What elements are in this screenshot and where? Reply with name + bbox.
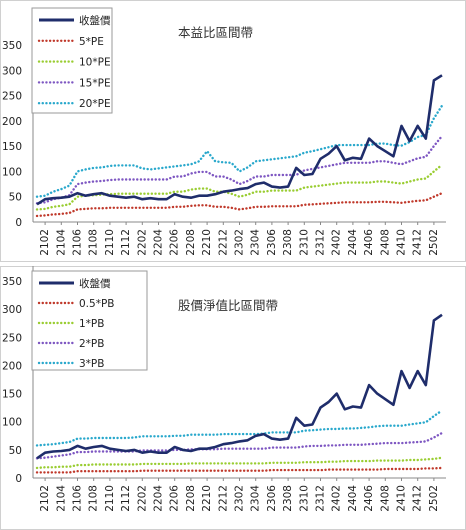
pe-x-tick-label: 2502 xyxy=(428,229,440,256)
pb-x-tick-label: 2302 xyxy=(234,485,246,512)
pb-x-tick-label: 2104 xyxy=(55,485,67,512)
pb-y-tick-label: 300 xyxy=(2,304,22,316)
pe-x-tick-label: 2304 xyxy=(250,229,262,256)
pe-x-tick-label: 2110 xyxy=(104,229,116,256)
pb-y-tick-label: 50 xyxy=(9,445,22,457)
pb-legend-label: 0.5*PB xyxy=(79,298,114,310)
pe-x-tick-label: 2402 xyxy=(331,229,343,256)
pb-series-line-2 xyxy=(35,456,444,470)
pe-x-tick-label: 2408 xyxy=(379,229,391,256)
pe-x-tick-label: 2206 xyxy=(169,229,181,256)
pe-x-tick-label: 2104 xyxy=(55,229,67,256)
pe-series-line-0 xyxy=(36,74,443,206)
pe-x-tick-label: 2404 xyxy=(347,229,359,256)
pb-x-tick-label: 2412 xyxy=(412,485,424,512)
pb-band-chart: 0 50 100 150 200 250 300 350 2102 2104 2106 2108 211… xyxy=(0,266,466,530)
pe-x-tick-label: 2106 xyxy=(72,229,84,256)
pe-x-tick-label: 2108 xyxy=(88,229,100,256)
pe-y-tick-label: 250 xyxy=(2,91,22,103)
pe-y-tick-label: 150 xyxy=(2,141,22,153)
pe-y-tick-label: 0 xyxy=(15,217,22,229)
pb-y-tick-label: 350 xyxy=(2,276,22,288)
pb-x-tick-label: 2308 xyxy=(282,485,294,512)
pb-y-tick-label: 250 xyxy=(2,332,22,344)
pe-chart-title: 本益比區間帶 xyxy=(178,25,253,40)
pb-x-tick-label: 2106 xyxy=(72,485,84,512)
pb-x-tick-label: 2402 xyxy=(331,485,343,512)
pb-y-tick-label: 200 xyxy=(2,360,22,372)
pe-y-tick-label: 50 xyxy=(9,192,22,204)
pe-legend-label: 10*PE xyxy=(79,57,111,69)
pb-x-tick-label: 2210 xyxy=(201,485,213,512)
pe-x-tick-label: 2410 xyxy=(396,229,408,256)
pe-x-tick-label: 2406 xyxy=(363,229,375,256)
pb-x-tick-label: 2112 xyxy=(120,485,132,512)
pb-x-tick-label: 2102 xyxy=(39,485,51,512)
pe-y-tick-label: 350 xyxy=(2,40,22,52)
pe-x-tick-label: 2112 xyxy=(120,229,132,256)
pb-y-tick-label: 150 xyxy=(2,389,22,401)
pb-x-tick-label: 2502 xyxy=(428,485,440,512)
pe-legend-label: 收盤價 xyxy=(79,14,111,27)
pe-legend-label: 5*PE xyxy=(79,36,104,48)
pb-x-tick-label: 2202 xyxy=(136,485,148,512)
pe-band-chart: 0 50 100 150 200 250 300 350 2102 2104 2106 2108 211… xyxy=(0,0,466,262)
pb-x-tick-label: 2406 xyxy=(363,485,375,512)
pb-x-tick-label: 2312 xyxy=(315,485,327,512)
pb-legend-label: 收盤價 xyxy=(79,277,111,290)
pe-legend-label: 15*PE xyxy=(79,77,111,89)
pb-y-tick-label: 100 xyxy=(2,417,22,429)
pb-series-line-1 xyxy=(35,466,444,474)
pb-x-tick-label: 2408 xyxy=(379,485,391,512)
pb-x-tick-label: 2410 xyxy=(396,485,408,512)
pe-x-tick-label: 2212 xyxy=(217,229,229,256)
pb-x-tick-label: 2404 xyxy=(347,485,359,512)
pe-x-tick-label: 2308 xyxy=(282,229,294,256)
pb-legend-label: 1*PB xyxy=(79,318,104,330)
pe-x-tick-label: 2208 xyxy=(185,229,197,256)
pb-y-tick-label: 0 xyxy=(15,473,22,485)
pe-series-line-3 xyxy=(35,134,444,205)
pb-x-tick-label: 2304 xyxy=(250,485,262,512)
pb-x-tick-label: 2110 xyxy=(104,485,116,512)
pe-y-tick-label: 200 xyxy=(2,116,22,128)
pe-x-tick-label: 2412 xyxy=(412,229,424,256)
pe-series-line-1 xyxy=(35,192,444,218)
pe-legend-label: 20*PE xyxy=(79,98,111,110)
pe-x-tick-label: 2202 xyxy=(136,229,148,256)
pb-chart-title: 股價淨值比區間帶 xyxy=(178,298,278,313)
pb-x-tick-label: 2204 xyxy=(153,485,165,512)
pb-x-tick-label: 2206 xyxy=(169,485,181,512)
pe-series-line-4 xyxy=(35,104,444,198)
pb-series-line-0 xyxy=(36,313,443,460)
pe-x-tick-label: 2302 xyxy=(234,229,246,256)
pe-x-tick-label: 2210 xyxy=(201,229,213,256)
pb-x-tick-label: 2212 xyxy=(217,485,229,512)
pb-series-line-3 xyxy=(35,431,444,460)
pe-x-tick-label: 2312 xyxy=(315,229,327,256)
pe-x-tick-label: 2204 xyxy=(153,229,165,256)
pb-x-tick-label: 2310 xyxy=(298,485,310,512)
pe-x-tick-label: 2306 xyxy=(266,229,278,256)
pb-x-tick-label: 2108 xyxy=(88,485,100,512)
pe-x-tick-label: 2102 xyxy=(39,229,51,256)
pb-legend-label: 3*PB xyxy=(79,358,104,370)
pb-legend-box xyxy=(31,270,148,371)
pe-y-tick-label: 100 xyxy=(2,166,22,178)
pb-series-line-4 xyxy=(35,409,444,447)
pe-x-tick-label: 2310 xyxy=(298,229,310,256)
pb-legend-label: 2*PB xyxy=(79,338,104,350)
pe-y-tick-label: 300 xyxy=(2,65,22,77)
pb-x-tick-label: 2306 xyxy=(266,485,278,512)
pb-x-tick-label: 2208 xyxy=(185,485,197,512)
